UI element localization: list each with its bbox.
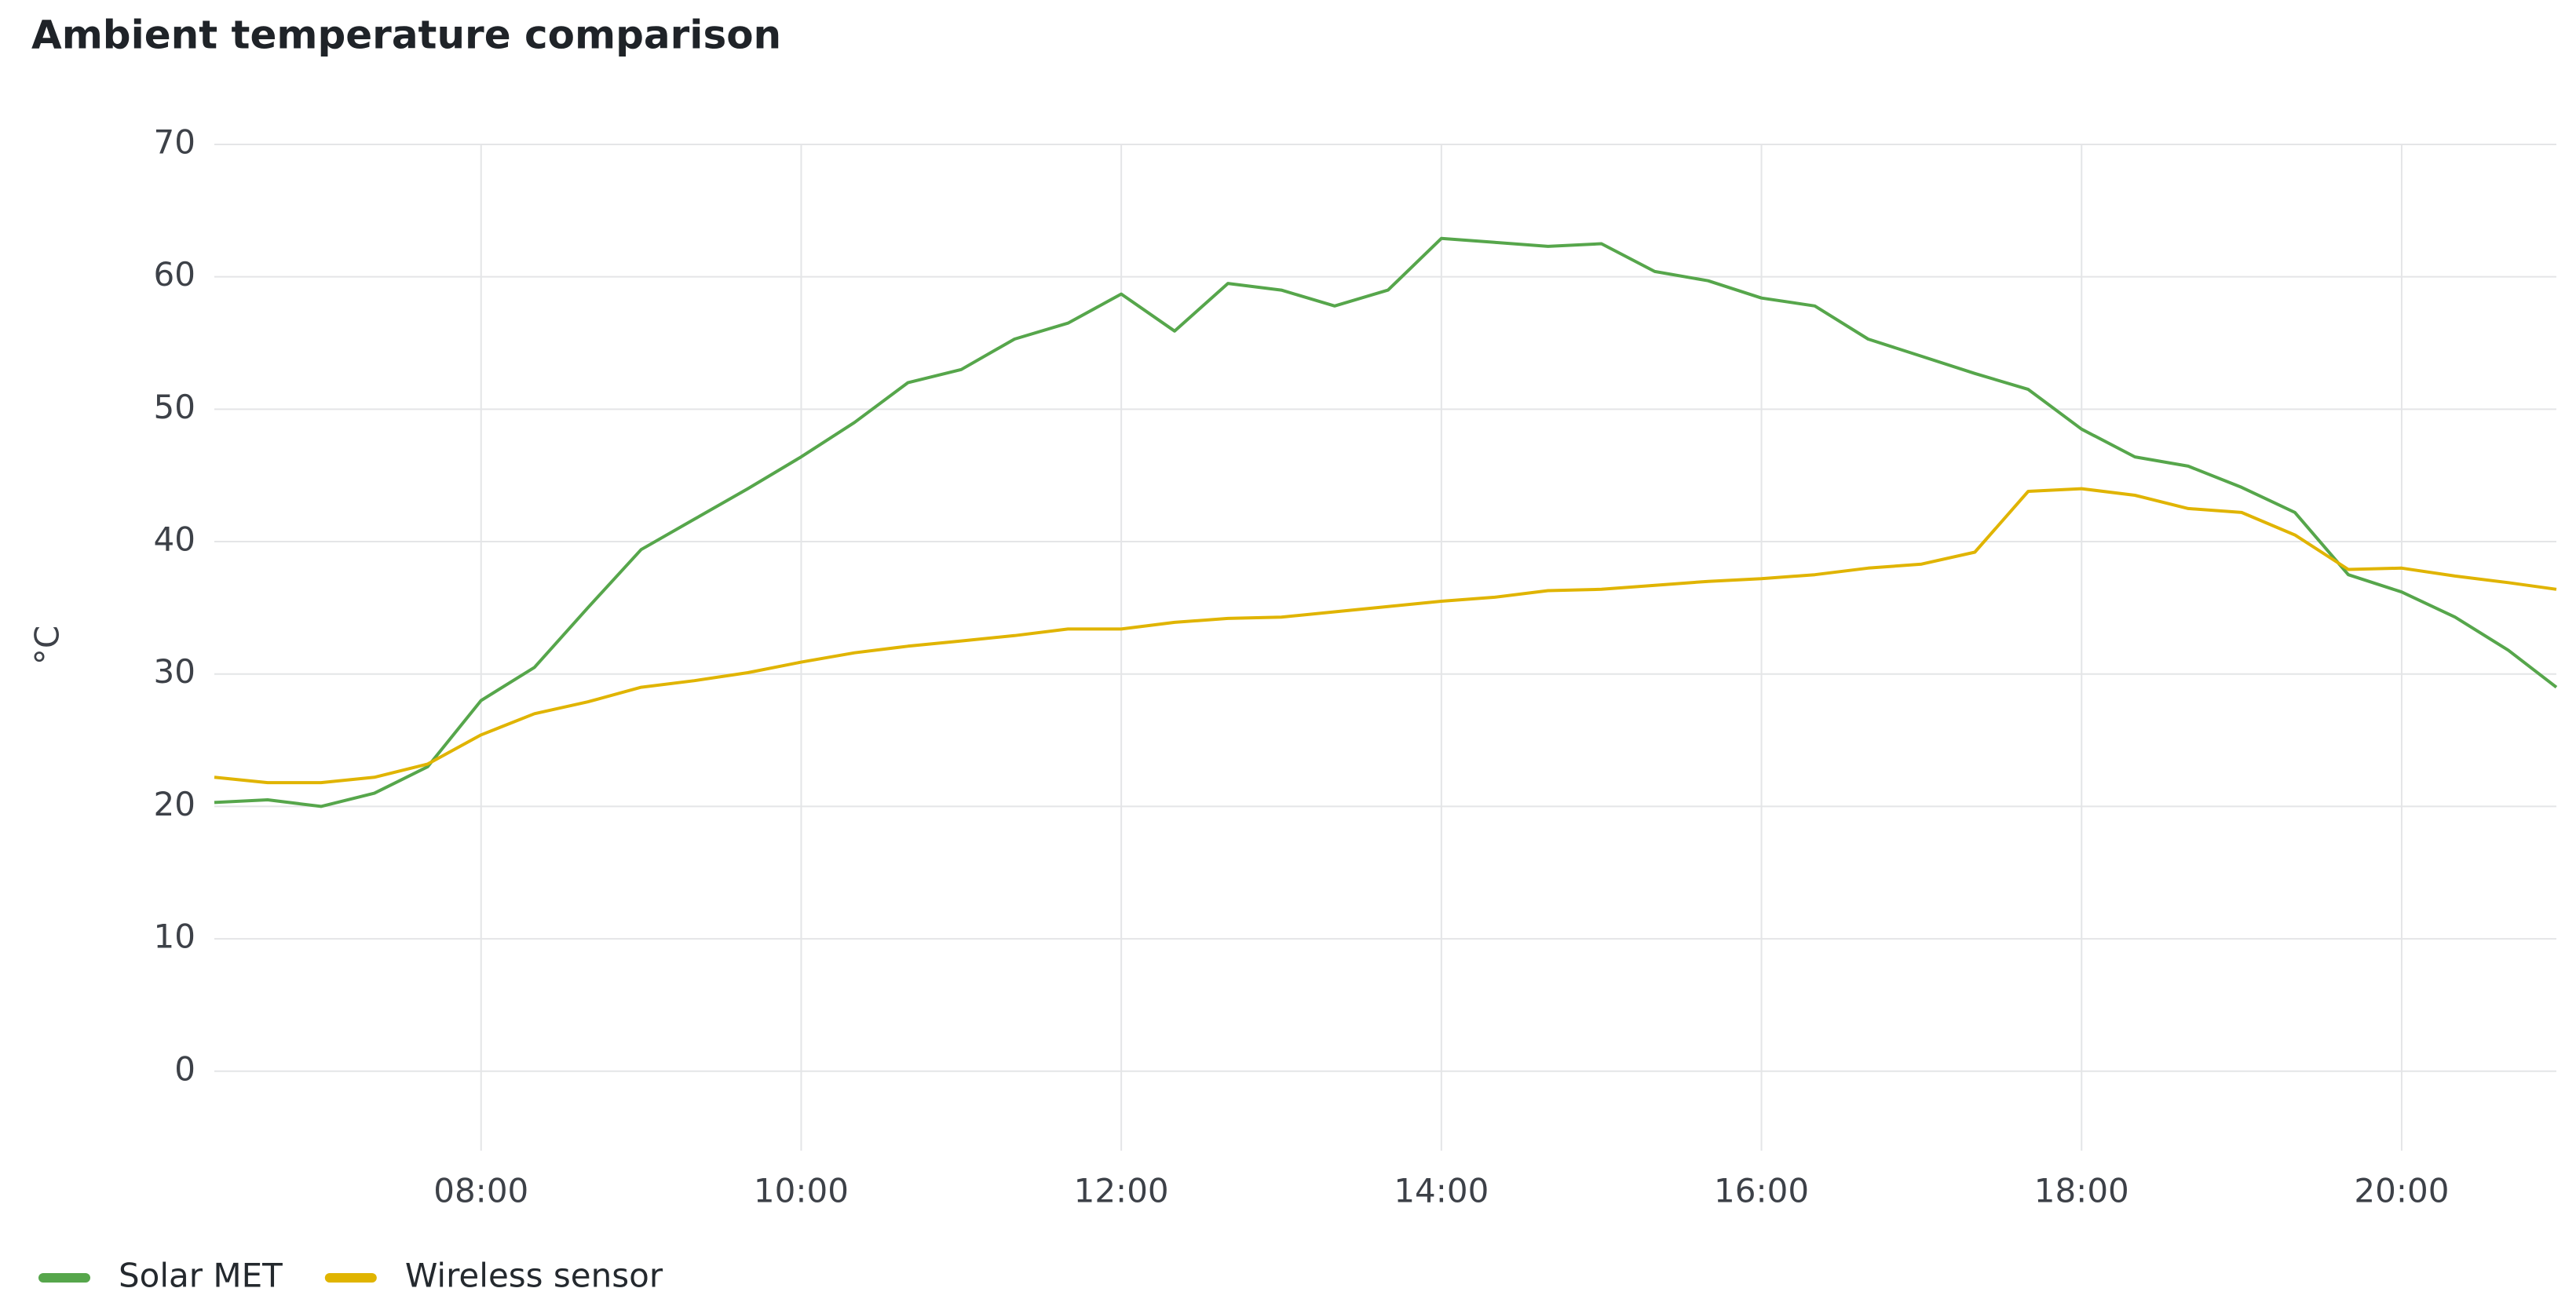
legend-item: Wireless sensor: [324, 1257, 663, 1295]
y-tick-label: 30: [154, 652, 195, 691]
series-line: [214, 487, 2557, 785]
chart-title: Ambient temperature comparison: [31, 13, 781, 58]
y-tick-label: 70: [154, 123, 195, 162]
x-tick-label: 18:00: [2034, 1172, 2129, 1210]
y-tick-label: 10: [154, 918, 195, 956]
series-line: [214, 236, 2558, 808]
y-axis-label: °C: [28, 626, 67, 665]
x-tick-label: 10:00: [754, 1172, 849, 1210]
y-tick-label: 50: [154, 388, 195, 426]
y-tick-label: 0: [174, 1049, 195, 1088]
legend-label: Wireless sensor: [405, 1257, 663, 1295]
y-tick-label: 40: [154, 520, 195, 559]
y-tick-label: 20: [154, 785, 195, 823]
y-tick-label: 60: [154, 255, 195, 294]
x-tick-label: 20:00: [2354, 1172, 2449, 1210]
legend-label: Solar MET: [119, 1257, 283, 1295]
x-tick-label: 14:00: [1394, 1172, 1489, 1210]
x-tick-label: 16:00: [1714, 1172, 1809, 1210]
x-tick-label: 12:00: [1074, 1172, 1169, 1210]
x-tick-label: 08:00: [433, 1172, 528, 1210]
legend-item: Solar MET: [38, 1257, 283, 1295]
